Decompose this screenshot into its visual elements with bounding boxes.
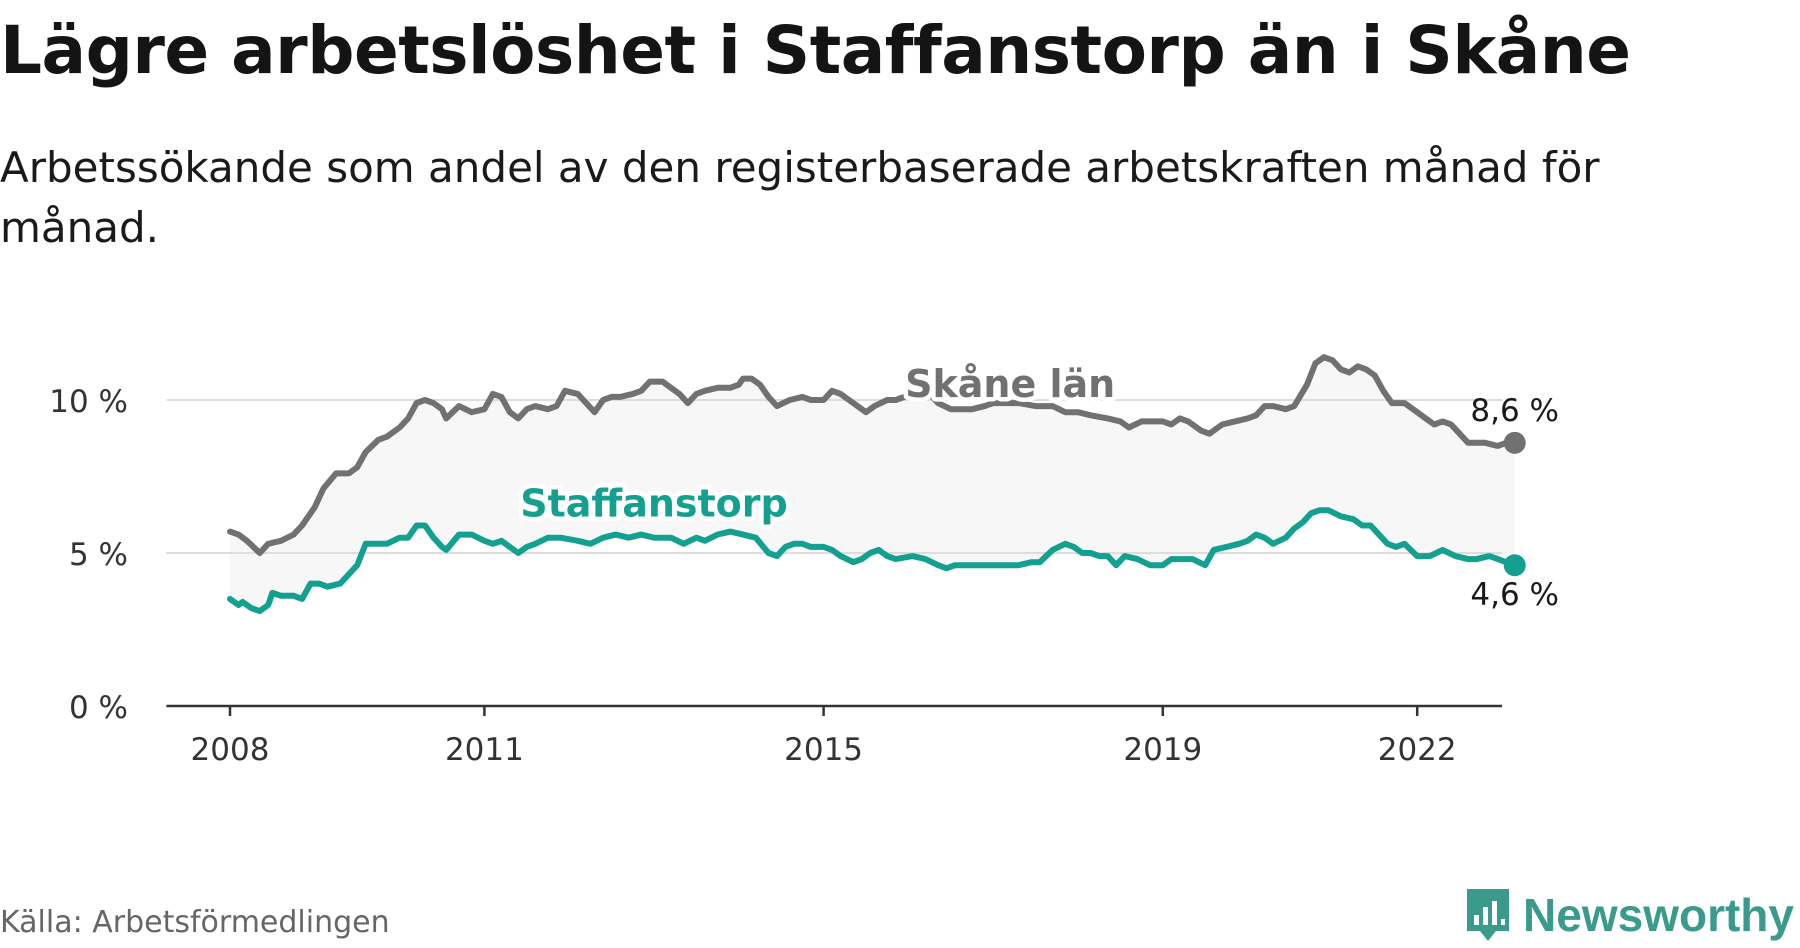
x-tick-label: 2019 bbox=[1123, 732, 1202, 768]
y-tick-label: 5 % bbox=[69, 537, 128, 573]
brand-name: Newsworthy bbox=[1523, 889, 1794, 941]
x-tick-label: 2011 bbox=[445, 732, 524, 768]
series-line-staffanstorp bbox=[227, 507, 1518, 615]
page-title: Lägre arbetslöshet i Staffanstorp än i S… bbox=[0, 12, 1631, 89]
series-line-sk-ne-l-n bbox=[227, 354, 1518, 556]
x-tick-label: 2008 bbox=[191, 732, 270, 768]
x-tick-label: 2022 bbox=[1378, 732, 1457, 768]
series-band bbox=[230, 357, 1515, 612]
series-end-label: 4,6 % bbox=[1470, 577, 1559, 613]
series-label: Staffanstorp bbox=[520, 481, 787, 525]
y-tick-label: 10 % bbox=[49, 384, 128, 420]
page-subtitle: Arbetssökande som andel av den registerb… bbox=[0, 143, 1600, 252]
x-tick-label: 2015 bbox=[784, 732, 863, 768]
series-end-point bbox=[1503, 431, 1526, 454]
newsworthy-logo-icon bbox=[1467, 889, 1510, 941]
series-end-point bbox=[1503, 554, 1526, 577]
series-label: Skåne län bbox=[905, 362, 1115, 406]
series-end-label: 8,6 % bbox=[1470, 393, 1559, 429]
brand-logo[interactable]: Newsworthy bbox=[1463, 885, 1794, 945]
y-tick-label: 0 % bbox=[69, 690, 128, 726]
source-note: Källa: Arbetsförmedlingen bbox=[0, 905, 390, 940]
